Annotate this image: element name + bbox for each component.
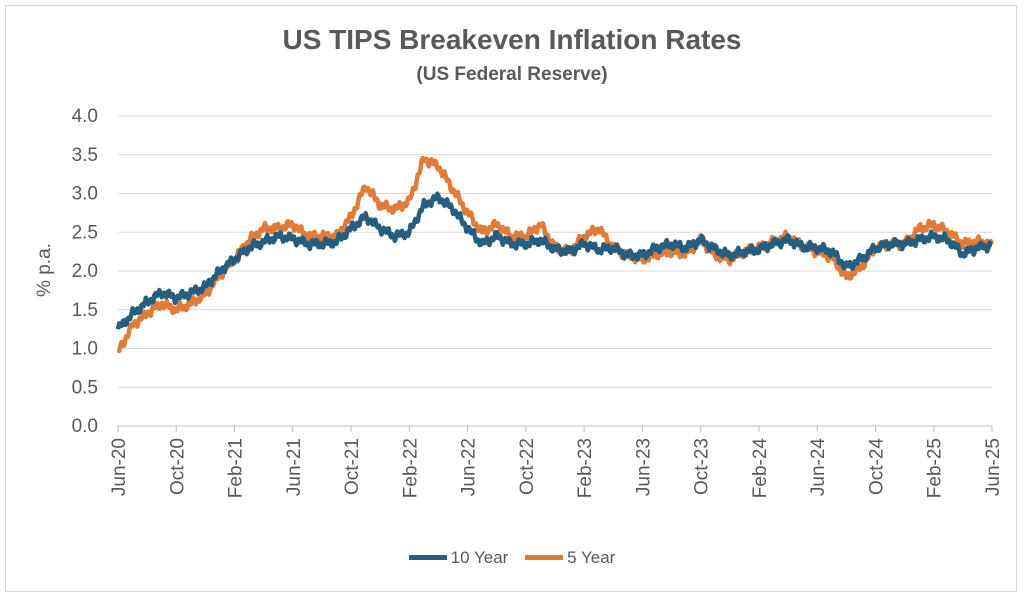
x-tick-label: Jun-20 — [109, 438, 130, 496]
series-lines — [115, 155, 995, 354]
y-tick-label: 3.0 — [72, 184, 98, 205]
legend-item-10-year: 10 Year — [408, 547, 509, 568]
legend-item-5-year: 5 Year — [525, 548, 615, 568]
x-tick-label: Jun-24 — [808, 438, 829, 497]
y-tick-label: 4.0 — [72, 106, 98, 127]
x-tick-label: Feb-24 — [750, 438, 771, 499]
x-tick-label: Feb-21 — [226, 438, 247, 498]
legend: 10 Year 5 Year — [0, 545, 1024, 568]
x-tick-label: Feb-25 — [925, 438, 946, 498]
legend-label-5-year: 5 Year — [567, 547, 616, 567]
x-tick-label: Oct-24 — [866, 438, 887, 495]
legend-swatch-5-year — [525, 555, 564, 560]
legend-label-10-year: 10 Year — [450, 547, 509, 567]
x-tick-label: Jun-23 — [633, 438, 654, 496]
chart-subtitle: (US Federal Reserve) — [416, 64, 608, 85]
y-tick-label: 2.5 — [72, 222, 98, 243]
y-axis-ticks: 0.0 0.5 1.0 1.5 2.0 2.5 3.0 3.5 4.0 — [72, 106, 98, 437]
y-tick-label: 1.5 — [72, 300, 98, 321]
y-tick-label: 2.0 — [72, 261, 98, 282]
x-tick-label: Feb-23 — [575, 438, 596, 498]
chart-title: US TIPS Breakeven Inflation Rates — [282, 24, 742, 55]
x-tick-label: Oct-20 — [167, 438, 188, 495]
y-tick-label: 0.5 — [72, 377, 98, 398]
y-tick-label: 1.0 — [72, 339, 98, 360]
series-line-10-year — [115, 191, 994, 330]
y-tick-label: 0.0 — [72, 416, 98, 437]
x-tick-label: Oct-21 — [342, 438, 363, 495]
y-tick-label: 3.5 — [72, 145, 98, 166]
x-tick-label: Jun-25 — [983, 438, 1004, 496]
y-axis-label: % p.a. — [34, 243, 55, 297]
x-tick-label: Oct-22 — [517, 438, 538, 495]
x-axis-ticks: Jun-20 Oct-20 Feb-21 Jun-21 Oct-21 Feb-22 Jun-… — [109, 426, 1004, 498]
x-tick-label: Jun-22 — [459, 438, 480, 496]
x-tick-label: Jun-21 — [284, 438, 305, 496]
x-tick-label: Feb-22 — [400, 438, 421, 498]
legend-swatch-10-year — [408, 555, 447, 560]
x-tick-label: Oct-23 — [692, 438, 713, 495]
